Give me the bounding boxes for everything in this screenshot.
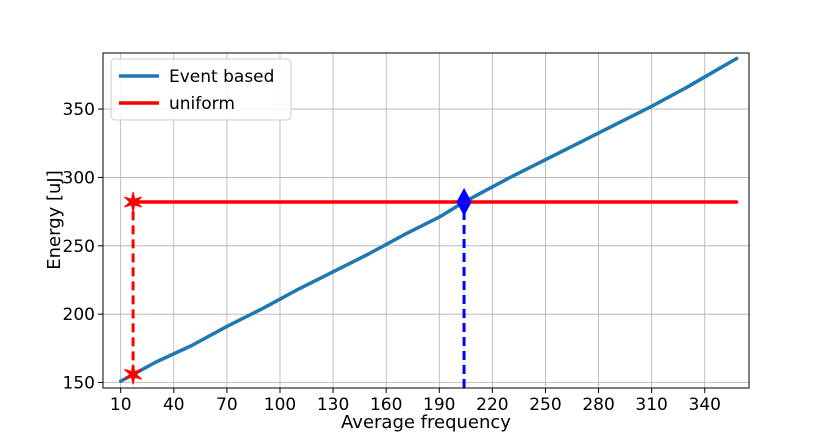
x-tick-label: 220	[476, 395, 508, 415]
x-tick-label: 250	[529, 395, 561, 415]
x-axis-label: Average frequency	[341, 412, 511, 433]
legend: Event based uniform	[110, 58, 292, 121]
x-tick-label: 280	[582, 395, 614, 415]
x-tick-label: 40	[163, 395, 185, 415]
x-tick-label: 10	[110, 395, 132, 415]
x-tick-label: 190	[423, 395, 455, 415]
annotation-layer	[124, 187, 472, 388]
y-tick-label: 200	[63, 305, 95, 325]
star-marker	[124, 191, 143, 213]
series-layer	[118, 56, 739, 383]
plot-frame	[102, 52, 750, 389]
x-tick-label: 160	[370, 395, 402, 415]
series-line-0	[118, 56, 739, 383]
y-tick-label: 250	[63, 237, 95, 257]
grid	[103, 53, 749, 388]
x-tick-label: 100	[264, 395, 296, 415]
x-tick-label: 310	[635, 395, 667, 415]
y-tick-label: 300	[63, 168, 95, 188]
star-marker	[124, 364, 143, 385]
diamond-marker	[456, 187, 472, 217]
ticks-layer: 10 40 70 100 130 160 190 220 250 280 310 340 150 200 2…	[63, 100, 721, 415]
y-axis-label: Energy [uJ]	[44, 170, 65, 270]
x-tick-label: 340	[689, 395, 721, 415]
legend-label-0: Event based	[169, 67, 274, 87]
x-tick-label: 70	[216, 395, 238, 415]
x-tick-label: 130	[317, 395, 349, 415]
y-tick-label: 350	[63, 100, 95, 120]
y-tick-label: 150	[63, 374, 95, 394]
legend-label-1: uniform	[169, 94, 235, 114]
